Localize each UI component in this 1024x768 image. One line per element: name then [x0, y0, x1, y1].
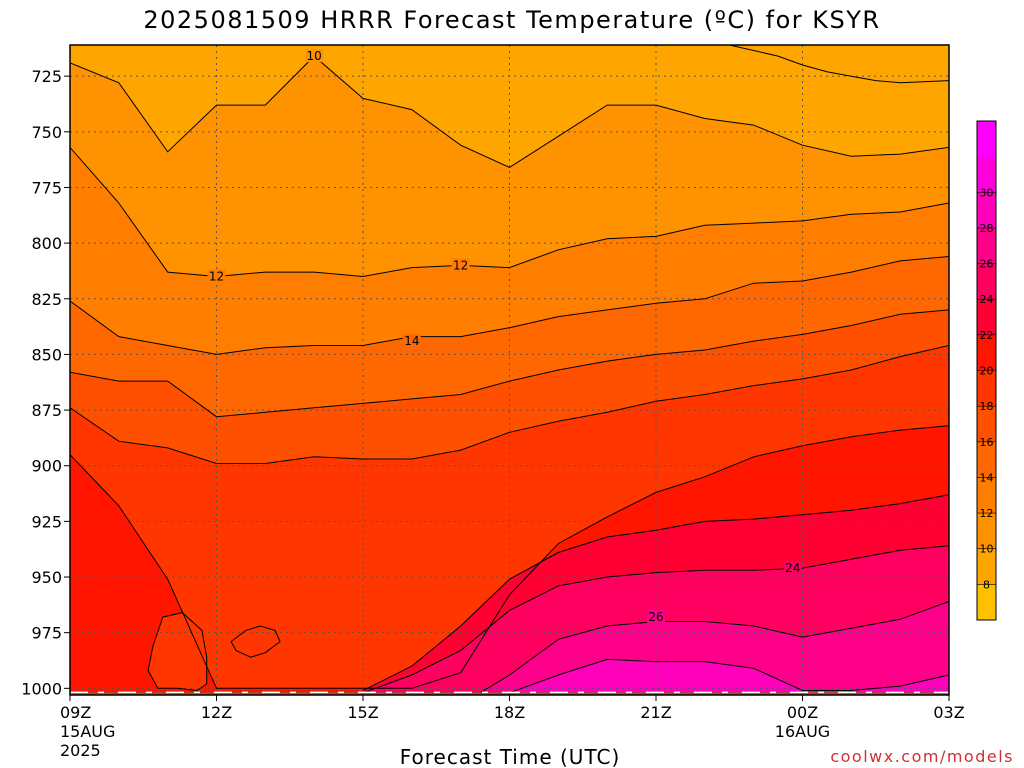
contour-label: 10	[307, 49, 322, 63]
colorbar-swatch	[977, 406, 996, 443]
contour-line-24	[362, 545, 949, 694]
temperature-band-28	[509, 659, 949, 695]
temperature-pocket-20	[148, 612, 207, 691]
y-tick-label: 725	[31, 67, 62, 86]
colorbar-swatch	[977, 441, 996, 478]
colorbar-label: 18	[980, 400, 994, 413]
colorbar: 8 10 12 14 16 18 20 22 24 26 28 30	[976, 120, 997, 621]
y-tick-label: 900	[31, 457, 62, 476]
colorbar-label: 10	[980, 543, 994, 556]
y-tick-label: 950	[31, 568, 62, 587]
x-tick-year: 2025	[60, 741, 101, 760]
colorbar-label: 28	[980, 222, 994, 235]
x-tick-label: 12Z	[201, 703, 232, 722]
x-tick-label: 18Z	[494, 703, 525, 722]
colorbar-swatch	[977, 548, 996, 585]
contour-label: 24	[785, 561, 800, 575]
colorbar-swatch	[977, 584, 996, 621]
colorbar-swatch	[977, 156, 996, 193]
contour-label: 26	[648, 610, 663, 624]
x-axis-label: Forecast Time (UTC)	[400, 745, 621, 768]
contour-line-16	[70, 309, 949, 418]
x-tick-label: 21Z	[640, 703, 671, 722]
colorbar-label: 30	[980, 186, 994, 199]
x-tick-label: 15Z	[347, 703, 378, 722]
y-tick-label: 975	[31, 624, 62, 643]
ground-layer	[70, 691, 949, 695]
colorbar-swatch	[977, 263, 996, 300]
chart-title: 2025081509 HRRR Forecast Temperature (ºC…	[143, 6, 880, 34]
x-tick-label: 09Z	[60, 703, 91, 722]
contour-line-28	[509, 658, 949, 694]
contour-line-22	[362, 494, 949, 691]
grid-layer	[70, 45, 949, 695]
colorbar-swatch	[977, 370, 996, 407]
colorbar-swatch	[977, 121, 996, 158]
colorbar-swatch	[977, 477, 996, 514]
y-tick-label: 800	[31, 234, 62, 253]
y-tick-label: 925	[31, 512, 62, 531]
colorbar-label: 26	[980, 258, 994, 271]
temperature-pocket-20	[231, 626, 280, 658]
contour-line-layer	[70, 45, 949, 694]
colorbar-label: 8	[983, 578, 990, 591]
y-tick-label: 775	[31, 178, 62, 197]
contour-label-bg	[305, 49, 324, 63]
contour-line-20	[70, 425, 949, 689]
y-tick-label: 850	[31, 345, 62, 364]
colorbar-label: 22	[980, 329, 994, 342]
colorbar-swatch	[977, 299, 996, 336]
contour-loop-20	[230, 625, 281, 658]
y-tick-label: 750	[31, 123, 62, 142]
contour-label-bg	[451, 258, 470, 272]
contour-label-bg	[783, 561, 802, 575]
y-tick-label: 1000	[21, 679, 62, 698]
ground-strip	[70, 692, 949, 695]
contour-line-10	[70, 55, 949, 168]
y-tick-label: 825	[31, 290, 62, 309]
contour-label-layer: 10 12 12 14 24 26	[207, 49, 802, 624]
contour-line-26	[479, 601, 949, 694]
contour-label-bg	[402, 334, 421, 348]
credit-text: coolwx.com/models	[830, 747, 1014, 766]
x-tick-sublabel: 15AUG	[60, 722, 115, 741]
colorbar-swatch	[977, 513, 996, 550]
contour-line-18	[70, 345, 949, 464]
colorbar-label: 16	[980, 436, 994, 449]
contour-label-bg	[207, 269, 226, 283]
colorbar-swatch	[977, 192, 996, 229]
colorbar-swatch	[977, 227, 996, 265]
contour-label: 12	[453, 258, 468, 272]
x-tick-label: 00Z	[787, 703, 818, 722]
contour-label: 14	[404, 334, 419, 348]
contour-label: 12	[209, 270, 224, 284]
contour-label-bg	[647, 610, 665, 624]
colorbar-label: 20	[980, 365, 994, 378]
y-axis: 725 750 775 800 825 850 875 900 925 950 975 1000	[21, 67, 70, 698]
contour-line-8	[729, 45, 949, 84]
colorbar-label: 14	[980, 471, 994, 484]
contour-loop-20	[147, 612, 208, 692]
colorbar-swatch	[977, 334, 996, 371]
contour-line-14	[70, 256, 949, 355]
colorbar-label: 24	[980, 293, 994, 306]
y-tick-label: 875	[31, 401, 62, 420]
x-tick-sublabel: 16AUG	[775, 722, 830, 741]
x-tick-label: 03Z	[933, 703, 964, 722]
colorbar-label: 12	[980, 507, 994, 520]
